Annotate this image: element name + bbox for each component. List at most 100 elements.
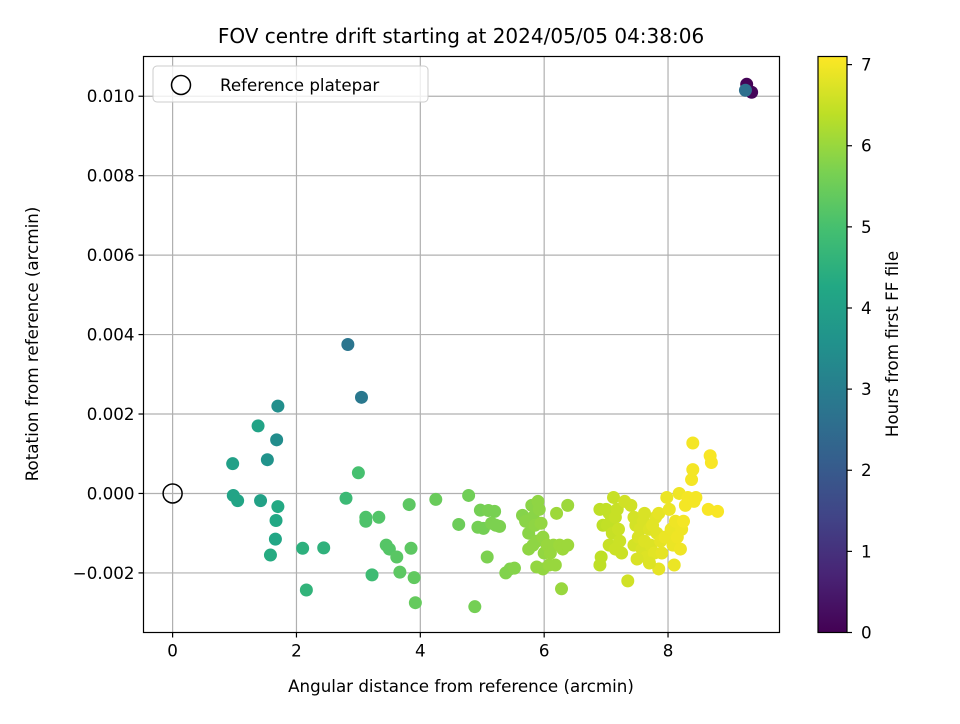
colorbar-label: Hours from first FF file <box>882 251 902 437</box>
colorbar-frame <box>817 55 848 634</box>
data-point <box>372 510 386 524</box>
data-point <box>655 546 669 560</box>
data-point <box>408 596 422 610</box>
data-points <box>226 77 759 614</box>
data-point <box>662 502 676 516</box>
data-point <box>542 558 556 572</box>
data-point <box>404 541 418 555</box>
data-point <box>550 506 564 520</box>
data-point <box>462 488 476 502</box>
colorbar-ticks: 0 1 2 3 4 5 6 7 <box>847 55 872 643</box>
data-point <box>561 538 575 552</box>
data-point <box>637 506 651 520</box>
data-point <box>393 565 407 579</box>
x-axis-label: Angular distance from reference (arcmin) <box>288 676 634 696</box>
data-point <box>642 556 656 570</box>
data-point <box>268 532 282 546</box>
colorbar-tick-label: 5 <box>861 217 872 237</box>
chart-title: FOV centre drift starting at 2024/05/05 … <box>218 24 704 48</box>
data-point <box>452 517 466 531</box>
colorbar-tick-label: 0 <box>861 623 872 643</box>
data-point <box>341 338 355 351</box>
x-tick-label: 2 <box>291 641 302 661</box>
colorbar-tick-label: 7 <box>861 55 872 75</box>
data-point <box>251 419 265 433</box>
x-tick-label: 8 <box>663 641 674 661</box>
data-point <box>607 490 621 504</box>
data-point <box>624 498 638 512</box>
data-point <box>271 399 285 413</box>
legend-open-circle-marker <box>170 74 192 96</box>
data-point <box>677 514 691 528</box>
grid-lines <box>143 56 780 633</box>
data-point <box>260 453 274 467</box>
data-point <box>354 390 368 404</box>
y-tick-label: 0.000 <box>87 483 135 503</box>
legend-box <box>152 65 429 103</box>
data-point <box>507 561 521 575</box>
colorbar-tick-label: 2 <box>861 460 872 480</box>
data-point <box>621 574 635 588</box>
data-point <box>254 494 268 508</box>
data-point <box>561 498 575 512</box>
data-point <box>299 583 313 597</box>
data-point <box>365 568 379 582</box>
data-point <box>660 490 674 504</box>
data-point <box>686 436 700 450</box>
data-point <box>673 542 687 556</box>
data-point <box>652 506 666 520</box>
x-tick-label: 0 <box>167 641 178 661</box>
y-tick-label: 0.002 <box>87 404 135 424</box>
data-point <box>480 550 494 564</box>
colorbar-tick-label: 3 <box>861 379 872 399</box>
data-point <box>402 498 416 512</box>
legend: Reference platepar <box>152 65 429 103</box>
y-axis-label: Rotation from reference (arcmin) <box>22 207 42 482</box>
data-point <box>593 558 607 572</box>
y-tick-label: 0.006 <box>87 245 135 265</box>
data-point <box>532 502 546 516</box>
data-point <box>468 600 482 614</box>
x-tick-label: 6 <box>539 641 550 661</box>
colorbar-tick-label: 4 <box>861 298 872 318</box>
y-tick-label: 0.008 <box>87 166 135 186</box>
data-point <box>489 518 503 532</box>
data-point <box>359 514 373 528</box>
data-point <box>652 562 666 576</box>
colorbar-tick-label: 1 <box>861 541 872 561</box>
y-tick-label: 0.004 <box>87 325 135 345</box>
data-point <box>263 548 277 562</box>
x-axis-ticks: 0 2 4 6 8 <box>167 632 674 661</box>
data-point <box>526 538 540 552</box>
data-point <box>429 492 443 506</box>
data-point <box>317 541 331 555</box>
y-tick-label: 0.010 <box>87 86 135 106</box>
data-point <box>686 463 700 477</box>
data-point <box>738 83 752 97</box>
data-point <box>271 500 285 514</box>
colorbar <box>818 56 847 633</box>
plot-frame <box>142 55 781 634</box>
data-point <box>231 494 245 508</box>
data-point <box>611 522 625 536</box>
y-tick-label: −0.002 <box>73 563 135 583</box>
reference-platepar-marker <box>162 483 183 504</box>
data-point <box>226 457 240 471</box>
data-point <box>390 550 404 564</box>
data-point <box>711 504 725 518</box>
data-point <box>339 491 353 505</box>
data-point <box>351 466 365 480</box>
y-axis-ticks: −0.002 0.000 0.002 0.004 0.006 0.008 0.010 <box>73 86 144 583</box>
data-point <box>667 558 681 572</box>
data-point <box>269 513 283 527</box>
x-tick-label: 4 <box>415 641 426 661</box>
data-point <box>630 552 644 566</box>
reference-marker-group <box>162 483 183 504</box>
data-point <box>704 455 718 469</box>
data-point <box>534 516 548 530</box>
data-point <box>685 473 699 487</box>
data-point <box>407 571 421 585</box>
colorbar-tick-label: 6 <box>861 136 872 156</box>
